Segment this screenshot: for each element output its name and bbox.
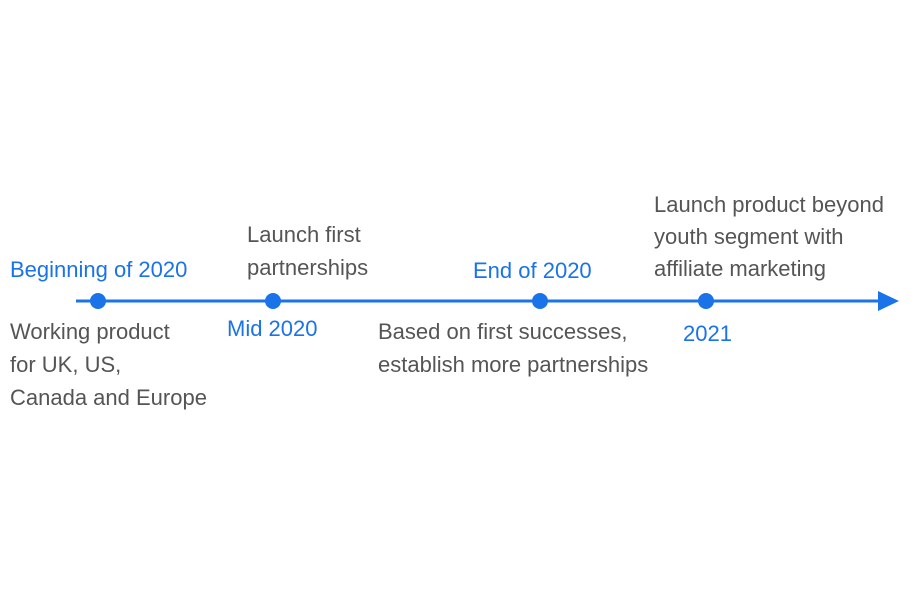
- milestone-date-2: Mid 2020: [227, 316, 318, 341]
- milestone-desc-3-line-1: Based on first successes,: [378, 319, 628, 344]
- milestone-dot-4: [698, 293, 714, 309]
- milestone-desc-1-line-2: for UK, US,: [10, 352, 122, 377]
- milestone-desc-2-line-2: partnerships: [247, 255, 369, 280]
- milestone-dot-2: [265, 293, 281, 309]
- milestone-desc-3-line-2: establish more partnerships: [378, 352, 649, 377]
- milestone-dot-3: [532, 293, 548, 309]
- milestone-desc-2-line-1: Launch first: [247, 222, 361, 247]
- milestone-date-1: Beginning of 2020: [10, 257, 188, 282]
- milestone-desc-1-line-1: Working product: [10, 319, 170, 344]
- milestone-date-4: 2021: [683, 321, 732, 346]
- milestone-date-3: End of 2020: [473, 258, 592, 283]
- milestone-desc-4-line-2: youth segment with: [654, 224, 844, 249]
- milestone-dot-1: [90, 293, 106, 309]
- milestone-desc-4-line-3: affiliate marketing: [654, 256, 827, 281]
- timeline-arrowhead: [878, 291, 899, 311]
- milestone-desc-1-line-3: Canada and Europe: [10, 385, 207, 410]
- milestone-desc-4-line-1: Launch product beyond: [654, 192, 884, 217]
